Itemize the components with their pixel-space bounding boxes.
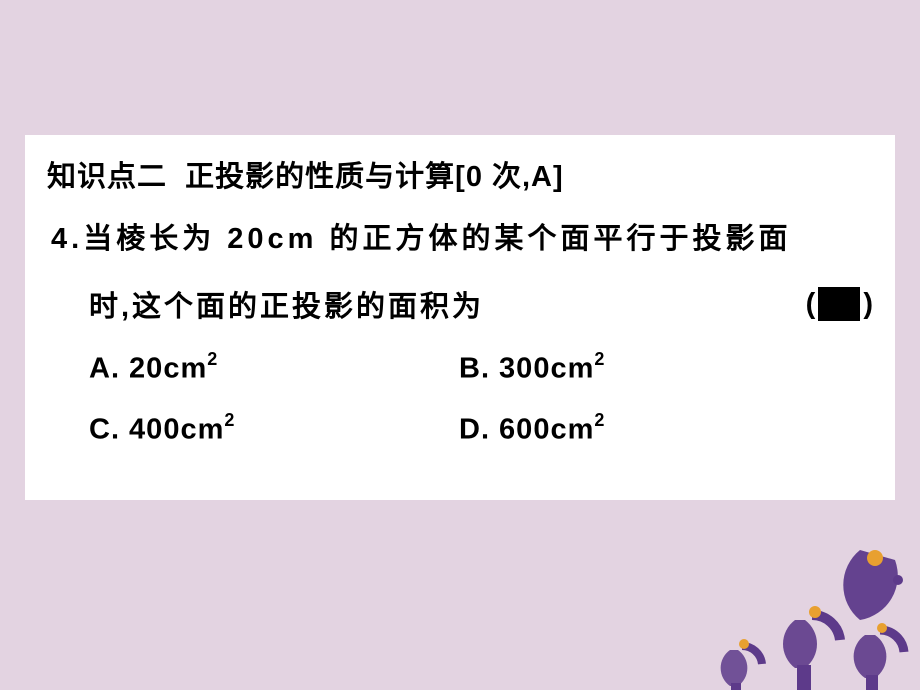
heading-title: 正投影的性质与计算 xyxy=(185,161,455,193)
answer-box: ( ) xyxy=(806,287,873,321)
question-line-1: 4.当棱长为 20cm 的正方体的某个面平行于投影面 xyxy=(47,215,873,257)
option-d: D. 600cm2 xyxy=(459,412,605,447)
heading-bracket: [0 次,A] xyxy=(455,161,564,193)
question-number: 4. xyxy=(51,223,83,255)
paren-open: ( xyxy=(806,288,816,321)
decoration-graphic xyxy=(660,550,920,690)
option-b-text: B. 300cm xyxy=(459,353,594,385)
option-d-exp: 2 xyxy=(594,410,605,430)
answer-blank xyxy=(818,287,860,321)
heading-prefix: 知识点二 xyxy=(47,161,167,193)
option-c-text: C. 400cm xyxy=(89,413,224,445)
option-a-exp: 2 xyxy=(207,349,218,369)
option-c: C. 400cm2 xyxy=(89,412,459,447)
question-text-2: 时,这个面的正投影的面积为 xyxy=(89,283,484,325)
option-d-text: D. 600cm xyxy=(459,413,594,445)
option-a: A. 20cm2 xyxy=(89,351,459,386)
option-a-text: A. 20cm xyxy=(89,353,207,385)
option-b-exp: 2 xyxy=(594,349,605,369)
paren-close: ) xyxy=(863,288,873,321)
options-row-1: A. 20cm2 B. 300cm2 xyxy=(47,351,873,386)
section-heading: 知识点二 正投影的性质与计算[0 次,A] xyxy=(47,153,873,195)
question-text-1: 当棱长为 20cm 的正方体的某个面平行于投影面 xyxy=(83,223,791,255)
option-c-exp: 2 xyxy=(224,410,235,430)
options-row-2: C. 400cm2 D. 600cm2 xyxy=(47,412,873,447)
question-line-2: 时,这个面的正投影的面积为 ( ) xyxy=(47,283,873,325)
content-box: 知识点二 正投影的性质与计算[0 次,A] 4.当棱长为 20cm 的正方体的某… xyxy=(25,135,895,500)
option-b: B. 300cm2 xyxy=(459,351,605,386)
